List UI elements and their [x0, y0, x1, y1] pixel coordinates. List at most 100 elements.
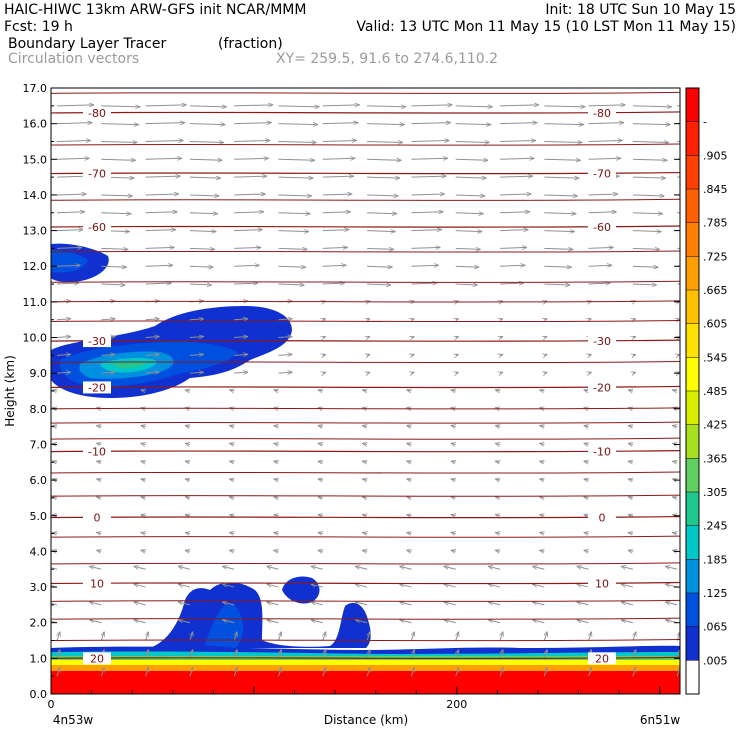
- vector-arrow: [456, 354, 459, 355]
- vector-arrow: [539, 461, 544, 462]
- vector-arrow: [411, 667, 414, 677]
- isotherm-labeled: [51, 171, 680, 175]
- vector-arrow: [89, 620, 102, 624]
- vector-arrow: [584, 390, 589, 391]
- vector-arrow: [544, 231, 575, 232]
- isotherm: [51, 280, 680, 283]
- vector-arrow: [539, 443, 544, 444]
- vector-arrow: [456, 649, 459, 659]
- vector-arrow: [185, 425, 190, 426]
- vector-arrow: [589, 372, 592, 373]
- vector-arrow: [456, 319, 459, 320]
- vector-arrow: [628, 425, 633, 426]
- vector-arrow: [367, 372, 370, 373]
- vector-arrow: [451, 443, 456, 444]
- vector-arrow: [451, 390, 456, 391]
- vector-arrow: [318, 425, 323, 426]
- vector-arrow: [500, 372, 503, 373]
- colorbar-swatch: [686, 492, 699, 527]
- vector-arrow: [499, 176, 533, 177]
- vector-arrow: [145, 337, 160, 338]
- vector-arrow: [101, 195, 133, 196]
- vector-arrow: [323, 354, 326, 355]
- vector-arrow: [544, 213, 576, 214]
- vector-arrow: [234, 372, 248, 373]
- vector-arrow: [145, 105, 187, 106]
- colorbar-label: .725: [703, 250, 728, 263]
- vector-arrow: [544, 632, 547, 641]
- vector-arrow: [267, 584, 279, 588]
- vector-arrow: [278, 195, 313, 196]
- vector-arrow: [406, 497, 411, 498]
- vector-arrow: [367, 248, 394, 249]
- vector-arrow: [189, 177, 221, 178]
- colorbar-label: .185: [703, 553, 728, 566]
- y-tick-label: 5.0: [30, 510, 48, 523]
- vector-arrow: [621, 566, 634, 570]
- vector-arrow: [632, 195, 665, 196]
- contour-label-bg: [588, 577, 616, 590]
- upper-outflow-plume: [51, 306, 292, 398]
- vector-arrow: [499, 265, 526, 266]
- vector-arrow: [633, 667, 636, 677]
- vector-arrow: [101, 213, 131, 214]
- vector-arrow: [544, 248, 573, 249]
- section-coordinates: XY= 259.5, 91.6 to 274.6,110.2: [276, 51, 498, 67]
- vector-arrow: [532, 566, 545, 570]
- vector-arrow: [318, 497, 323, 498]
- contour-label-bg: [588, 445, 616, 458]
- vector-arrow: [101, 141, 137, 142]
- isotherm: [51, 617, 680, 620]
- contour-label: -80: [593, 107, 611, 120]
- vector-arrow: [56, 158, 90, 159]
- vector-arrow: [406, 390, 411, 391]
- isotherm-labeled: [51, 225, 680, 228]
- colorbar-swatch: [686, 391, 699, 426]
- vector-arrow: [323, 632, 326, 641]
- vector-arrow: [628, 390, 633, 391]
- vector-arrow: [665, 602, 678, 606]
- vector-arrow: [89, 602, 102, 606]
- vector-arrow: [588, 194, 619, 195]
- y-tick-label: 4.0: [30, 545, 48, 558]
- contour-label: -10: [593, 446, 611, 459]
- vector-arrow: [189, 284, 212, 285]
- vector-arrow: [278, 337, 293, 338]
- isotherm-labeled: [51, 111, 680, 114]
- vector-arrow: [532, 584, 545, 588]
- vector-arrow: [229, 443, 234, 444]
- vector-arrow: [632, 106, 672, 107]
- contour-label: -60: [593, 221, 611, 234]
- vector-arrow: [229, 497, 234, 498]
- vector-arrow: [178, 602, 191, 606]
- vector-arrow: [101, 284, 125, 285]
- contour-label-bg: [83, 167, 111, 180]
- vector-arrow: [584, 425, 589, 426]
- vector-arrow: [411, 354, 414, 355]
- vector-arrow: [311, 602, 323, 606]
- vector-arrow: [632, 213, 663, 214]
- vector-arrow: [532, 602, 545, 606]
- vector-arrow: [323, 372, 326, 373]
- vector-arrow: [189, 354, 204, 355]
- isotherm: [51, 198, 680, 201]
- vector-arrow: [495, 497, 500, 498]
- vector-arrow: [145, 265, 174, 266]
- vector-arrow: [367, 106, 406, 107]
- contour-label: 20: [90, 652, 104, 665]
- vector-arrow: [411, 123, 451, 124]
- colorbar-swatch: [686, 559, 699, 594]
- vector-arrow: [539, 497, 544, 498]
- vector-arrow: [539, 479, 544, 480]
- vector-arrow: [444, 584, 456, 588]
- vector-arrow: [500, 649, 503, 659]
- vector-arrow: [632, 124, 671, 125]
- vector-arrow: [234, 247, 261, 248]
- contour-label: -30: [88, 335, 106, 348]
- colorbar-label: .545: [703, 351, 728, 364]
- vector-arrow: [141, 550, 146, 551]
- vector-arrow: [399, 566, 412, 570]
- colorbar-swatch: [686, 121, 699, 156]
- isotherm-labeled: [51, 385, 680, 389]
- vector-arrow: [632, 266, 659, 267]
